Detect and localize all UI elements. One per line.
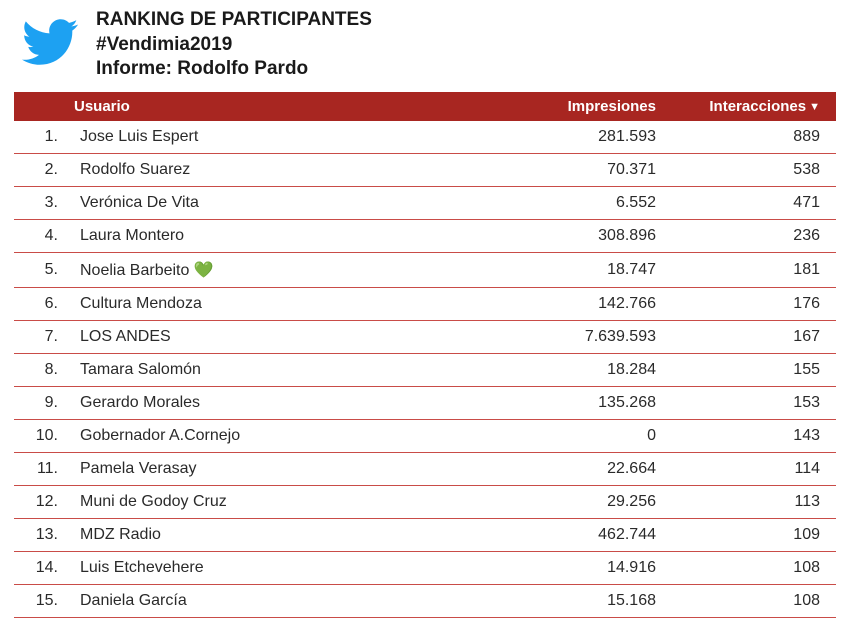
col-header-rank[interactable] — [14, 92, 64, 121]
cell-impressions: 22.664 — [486, 453, 666, 486]
interactions-label: Interacciones — [709, 98, 806, 115]
cell-rank: 5. — [14, 253, 64, 288]
cell-interactions: 538 — [666, 154, 836, 187]
cell-interactions: 889 — [666, 121, 836, 154]
cell-interactions: 167 — [666, 321, 836, 354]
cell-impressions: 462.744 — [486, 519, 666, 552]
cell-impressions: 70.371 — [486, 154, 666, 187]
cell-interactions: 113 — [666, 486, 836, 519]
table-row: 2.Rodolfo Suarez70.371538 — [14, 154, 836, 187]
informe-author: Rodolfo Pardo — [177, 58, 308, 79]
cell-user: Cultura Mendoza — [64, 288, 486, 321]
cell-impressions: 15.168 — [486, 585, 666, 618]
report-author-line: Informe: Rodolfo Pardo — [96, 57, 372, 82]
cell-impressions: 6.552 — [486, 187, 666, 220]
cell-interactions: 114 — [666, 453, 836, 486]
table-row: 15.Daniela García15.168108 — [14, 585, 836, 618]
table-row: 5.Noelia Barbeito 💚18.747181 — [14, 253, 836, 288]
table-row: 13.MDZ Radio462.744109 — [14, 519, 836, 552]
header-text-block: RANKING DE PARTICIPANTES #Vendimia2019 I… — [96, 8, 372, 82]
cell-rank: 6. — [14, 288, 64, 321]
cell-user: Verónica De Vita — [64, 187, 486, 220]
cell-rank: 14. — [14, 552, 64, 585]
sort-desc-icon: ▼ — [809, 101, 820, 113]
table-body: 1.Jose Luis Espert281.5938892.Rodolfo Su… — [14, 121, 836, 618]
table-row: 14.Luis Etchevehere14.916108 — [14, 552, 836, 585]
col-header-interactions[interactable]: Interacciones▼ — [666, 92, 836, 121]
table-row: 11.Pamela Verasay22.664114 — [14, 453, 836, 486]
table-row: 12.Muni de Godoy Cruz29.256113 — [14, 486, 836, 519]
col-header-user[interactable]: Usuario — [64, 92, 486, 121]
cell-user: LOS ANDES — [64, 321, 486, 354]
cell-interactions: 236 — [666, 220, 836, 253]
report-hashtag: #Vendimia2019 — [96, 33, 372, 58]
ranking-table: Usuario Impresiones Interacciones▼ 1.Jos… — [14, 92, 836, 618]
cell-interactions: 153 — [666, 387, 836, 420]
cell-rank: 3. — [14, 187, 64, 220]
report-title: RANKING DE PARTICIPANTES — [96, 8, 372, 33]
cell-rank: 2. — [14, 154, 64, 187]
cell-interactions: 181 — [666, 253, 836, 288]
report-container: RANKING DE PARTICIPANTES #Vendimia2019 I… — [0, 0, 850, 626]
cell-impressions: 7.639.593 — [486, 321, 666, 354]
table-row: 1.Jose Luis Espert281.593889 — [14, 121, 836, 154]
cell-rank: 11. — [14, 453, 64, 486]
cell-impressions: 142.766 — [486, 288, 666, 321]
report-header: RANKING DE PARTICIPANTES #Vendimia2019 I… — [14, 8, 836, 82]
table-row: 8.Tamara Salomón18.284155 — [14, 354, 836, 387]
cell-interactions: 471 — [666, 187, 836, 220]
cell-user: Daniela García — [64, 585, 486, 618]
table-header-row: Usuario Impresiones Interacciones▼ — [14, 92, 836, 121]
cell-rank: 8. — [14, 354, 64, 387]
cell-rank: 7. — [14, 321, 64, 354]
cell-impressions: 0 — [486, 420, 666, 453]
cell-user: MDZ Radio — [64, 519, 486, 552]
cell-interactions: 155 — [666, 354, 836, 387]
cell-user: Pamela Verasay — [64, 453, 486, 486]
cell-user: Muni de Godoy Cruz — [64, 486, 486, 519]
cell-interactions: 108 — [666, 552, 836, 585]
cell-rank: 1. — [14, 121, 64, 154]
cell-rank: 9. — [14, 387, 64, 420]
table-row: 7.LOS ANDES7.639.593167 — [14, 321, 836, 354]
cell-rank: 12. — [14, 486, 64, 519]
cell-interactions: 109 — [666, 519, 836, 552]
cell-rank: 13. — [14, 519, 64, 552]
cell-user: Gerardo Morales — [64, 387, 486, 420]
cell-rank: 10. — [14, 420, 64, 453]
cell-impressions: 135.268 — [486, 387, 666, 420]
cell-user: Luis Etchevehere — [64, 552, 486, 585]
twitter-icon — [22, 14, 78, 70]
cell-impressions: 18.284 — [486, 354, 666, 387]
cell-interactions: 143 — [666, 420, 836, 453]
col-header-impressions[interactable]: Impresiones — [486, 92, 666, 121]
cell-user: Laura Montero — [64, 220, 486, 253]
informe-label: Informe: — [96, 58, 172, 79]
cell-interactions: 108 — [666, 585, 836, 618]
table-row: 3.Verónica De Vita6.552471 — [14, 187, 836, 220]
cell-user: Tamara Salomón — [64, 354, 486, 387]
cell-user: Rodolfo Suarez — [64, 154, 486, 187]
cell-user: Jose Luis Espert — [64, 121, 486, 154]
cell-impressions: 308.896 — [486, 220, 666, 253]
cell-user: Noelia Barbeito 💚 — [64, 253, 486, 288]
cell-impressions: 281.593 — [486, 121, 666, 154]
cell-impressions: 18.747 — [486, 253, 666, 288]
cell-impressions: 29.256 — [486, 486, 666, 519]
cell-rank: 15. — [14, 585, 64, 618]
table-row: 9.Gerardo Morales135.268153 — [14, 387, 836, 420]
cell-user: Gobernador A.Cornejo — [64, 420, 486, 453]
cell-rank: 4. — [14, 220, 64, 253]
cell-interactions: 176 — [666, 288, 836, 321]
table-row: 6.Cultura Mendoza142.766176 — [14, 288, 836, 321]
table-row: 4.Laura Montero308.896236 — [14, 220, 836, 253]
table-row: 10.Gobernador A.Cornejo0143 — [14, 420, 836, 453]
cell-impressions: 14.916 — [486, 552, 666, 585]
